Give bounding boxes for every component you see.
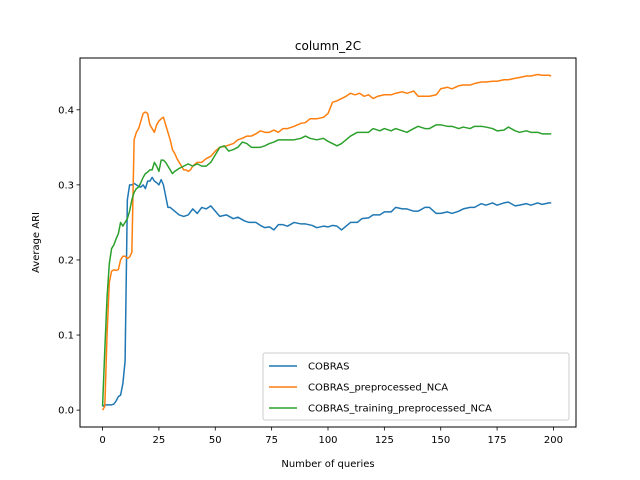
series-line-cobras-training-preprocessed-nca xyxy=(101,124,552,407)
x-tick-label: 50 xyxy=(209,435,222,446)
x-tick-label: 75 xyxy=(265,435,278,446)
y-tick-label: 0.2 xyxy=(58,255,74,266)
legend-label: COBRAS_preprocessed_NCA xyxy=(308,383,448,394)
x-axis: 0 25 50 75 100 125 150 175 200 xyxy=(99,427,563,446)
y-axis-label: Average ARI xyxy=(31,212,42,273)
x-tick-label: 175 xyxy=(488,435,507,446)
legend-label: COBRAS xyxy=(308,362,349,373)
x-tick-label: 200 xyxy=(544,435,563,446)
y-tick-label: 0.1 xyxy=(58,331,74,342)
series-layer xyxy=(101,73,552,411)
y-tick-label: 0.0 xyxy=(58,406,74,417)
chart-title: column_2C xyxy=(295,39,361,53)
y-tick-label: 0.3 xyxy=(58,180,74,191)
x-tick-label: 0 xyxy=(99,435,105,446)
x-tick-label: 25 xyxy=(153,435,166,446)
y-axis: 0.0 0.1 0.2 0.3 0.4 xyxy=(58,105,80,417)
y-tick-label: 0.4 xyxy=(58,105,74,116)
series-line-cobras-preprocessed-nca xyxy=(101,73,552,411)
x-tick-label: 150 xyxy=(431,435,450,446)
legend-box xyxy=(262,352,570,421)
series-line-cobras xyxy=(102,176,552,407)
x-axis-label: Number of queries xyxy=(281,459,374,470)
legend: COBRAS COBRAS_preprocessed_NCA COBRAS_trai… xyxy=(262,352,570,421)
x-tick-label: 100 xyxy=(318,435,337,446)
x-tick-label: 125 xyxy=(375,435,394,446)
legend-label: COBRAS_training_preprocessed_NCA xyxy=(308,404,492,415)
